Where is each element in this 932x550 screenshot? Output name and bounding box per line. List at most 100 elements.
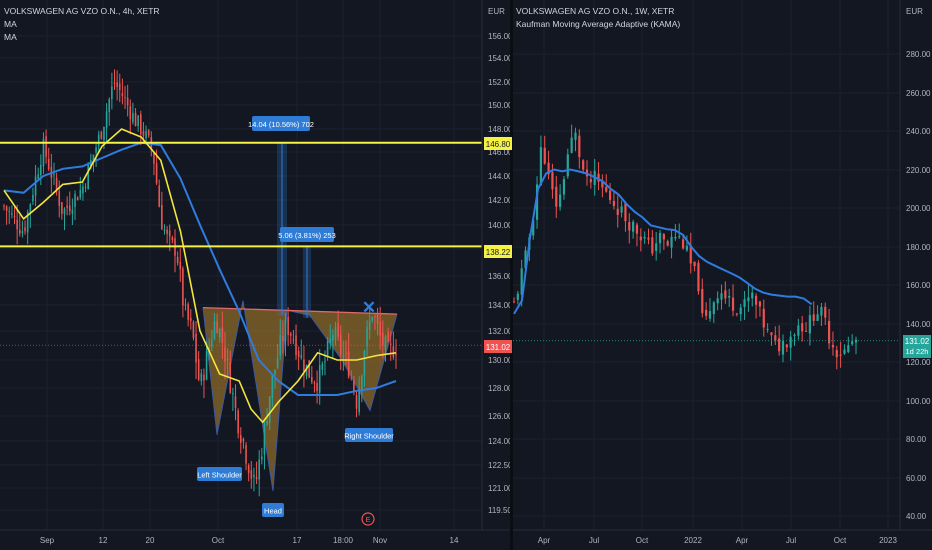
right-countdown: 1d 22h [906,347,929,356]
right-candle-body [566,154,569,177]
left-candle-body [18,229,21,234]
level-label-138: 138.22 [486,248,511,257]
left-candle-body [118,83,121,90]
left-candle-body [153,152,155,164]
left-candle-body [140,114,142,135]
ma-fast-line[interactable] [3,128,397,424]
right-price-tick: 260.00 [906,89,931,98]
right-candle-body [770,332,773,336]
right-price-tick: 200.00 [906,204,931,213]
left-candle-body [61,202,63,214]
left-candle-body [358,388,360,413]
right-candle-body [628,221,631,231]
right-candle-body [720,293,723,300]
right-candle-body [743,299,746,307]
left-candle-body [226,359,229,361]
right-candle-body [839,354,842,356]
panel-divider[interactable] [510,0,513,550]
neckline[interactable] [202,306,398,315]
right-candle-body [582,160,585,170]
right-candle-body [635,224,639,234]
left-price-tick: 124.00 [488,437,513,446]
right-price-tick: 280.00 [906,50,931,59]
right-candle-body [639,236,642,241]
measure-label-1[interactable]: 14.04 (10.56%) 702 [248,120,314,129]
left-candle-body [166,229,168,234]
right-candle-body [816,314,819,321]
right-candle-body [728,295,731,298]
ma-slow-line[interactable] [3,141,397,396]
left-candle-body [318,365,321,393]
measure-label-2[interactable]: 5.06 (3.81%) 253 [278,231,336,240]
kama-line[interactable] [513,168,813,315]
right-candle-body [551,172,554,190]
left-candle-body [142,131,145,136]
right-candle-body [781,341,785,355]
right-candle-body [666,241,669,246]
right-candle-body [716,298,719,304]
right-candle-body [685,245,689,251]
right-candle-body [674,236,677,239]
left-candle-body [392,346,395,358]
left-time-tick: 18:00 [333,536,354,545]
left-candle-body [360,375,363,392]
right-shoulder-label[interactable]: Right Shoulder [344,432,394,441]
left-candle-body [253,474,255,477]
left-candle-body [216,321,218,334]
right-candle-body [708,311,712,319]
right-candle-body [693,261,696,267]
cross-marker-icon[interactable]: ✕ [362,298,376,317]
left-candle-body [324,361,326,363]
right-candle-body [712,302,715,315]
left-candle-body [161,204,163,230]
right-time-tick: 2022 [684,536,702,545]
left-candle-body [311,376,313,382]
head-label[interactable]: Head [264,507,282,516]
left-candle-body [305,364,308,377]
left-shoulder-label[interactable]: Left Shoulder [197,471,242,480]
right-candle-body [835,350,838,358]
left-candle-body [232,393,234,395]
right-candle-body [735,313,738,315]
left-candle-body [21,231,24,234]
left-candle-body [184,304,187,306]
right-chart-title: VOLKSWAGEN AG VZO O.N., 1W, XETR [516,6,674,16]
left-chart-title: VOLKSWAGEN AG VZO O.N., 4h, XETR [4,6,160,16]
right-candle-body [812,314,815,321]
right-candle-body [543,147,546,164]
right-indicator-kama[interactable]: Kaufman Moving Average Adaptive (KAMA) [516,19,680,29]
left-indicator-ma-2[interactable]: MA [4,32,17,42]
right-candle-body [808,315,811,334]
left-candle-body [255,477,258,479]
left-candle-body [84,186,87,188]
left-candle-body [47,158,50,170]
earnings-marker[interactable]: E [361,512,375,526]
left-price-tick: 132.00 [488,327,513,336]
left-candle-body [295,335,297,356]
right-shoulder-label-bg [345,428,393,442]
right-candle-body [689,245,692,264]
right-candle-body [647,237,650,240]
left-candle-body [342,355,345,358]
left-candle-body [258,459,260,480]
left-candle-body [55,177,58,191]
right-candle-body [589,179,592,183]
right-candle-body [754,295,758,305]
left-candle-body [347,351,350,377]
right-candle-body [570,137,573,153]
left-indicator-ma-1[interactable]: MA [4,19,17,29]
right-candle-body [731,297,735,311]
right-price-tick: 120.00 [906,358,931,367]
right-time-tick: Oct [636,536,649,545]
left-candle-body [187,304,189,320]
left-candle-body [74,193,76,207]
level-label-138-bg [484,245,512,258]
right-candle-body [532,220,535,236]
left-price-tick: 146.00 [488,148,513,157]
left-candle-body [300,355,303,358]
left-candle-body [103,126,105,141]
left-candle-body [71,209,74,214]
left-time-tick: 20 [146,536,155,545]
